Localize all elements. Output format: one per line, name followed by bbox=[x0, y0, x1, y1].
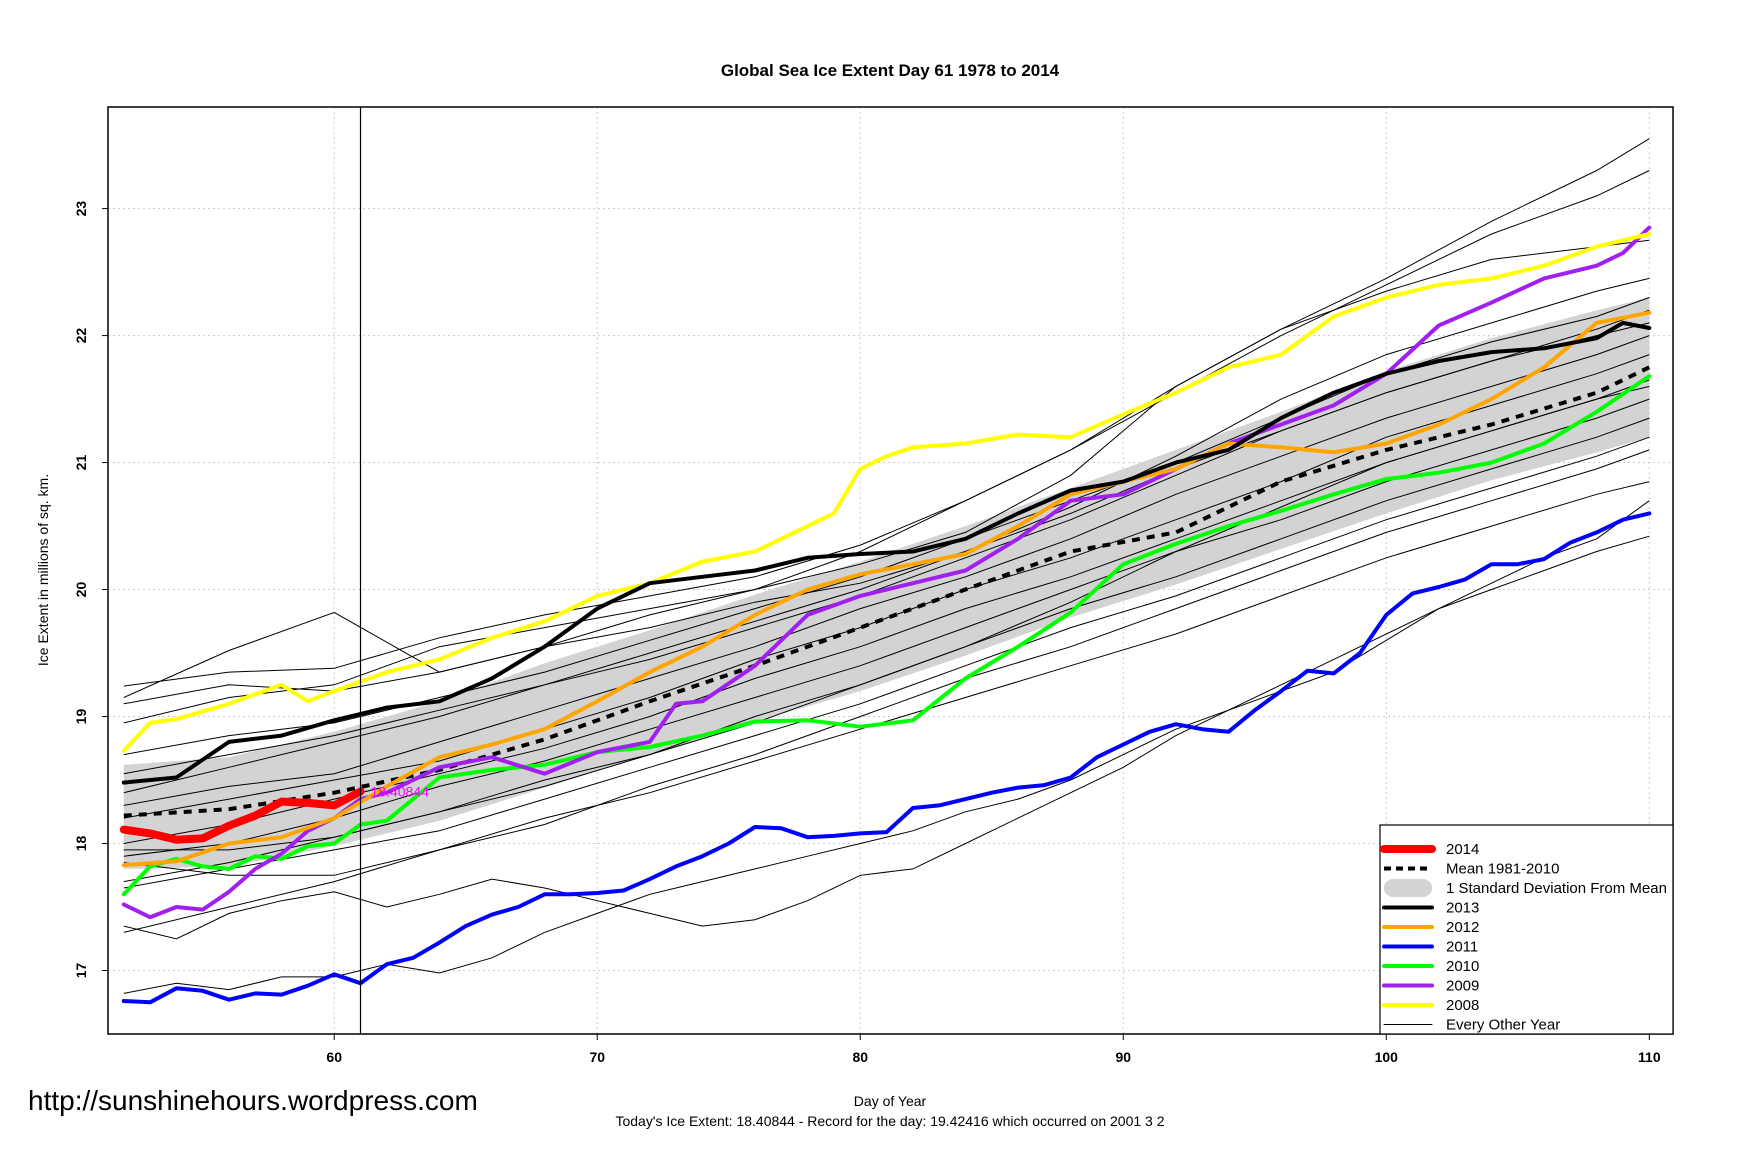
y-tick-label: 23 bbox=[73, 201, 89, 217]
other-year-line bbox=[123, 297, 1650, 756]
other-year-line bbox=[123, 481, 1650, 933]
other-year-line bbox=[123, 398, 1650, 857]
legend-entry-label: 2013 bbox=[1446, 900, 1479, 917]
legend-box bbox=[1379, 824, 1674, 1035]
series-line-2012 bbox=[121, 310, 1652, 868]
series-line-2013 bbox=[121, 320, 1652, 785]
legend-entry-label: Mean 1981-2010 bbox=[1446, 861, 1559, 878]
series-line-2008 bbox=[121, 232, 1652, 753]
legend-entry-label: 2011 bbox=[1446, 939, 1478, 956]
x-tick-label: 100 bbox=[1375, 1049, 1399, 1065]
y-tick-label: 18 bbox=[73, 836, 89, 852]
subtitle: Today's Ice Extent: 18.40844 - Record fo… bbox=[615, 1113, 1164, 1129]
y-axis-ticks: 17 18 19 20 21 22 23 bbox=[73, 201, 108, 979]
x-tick-label: 90 bbox=[1115, 1049, 1131, 1065]
x-tick-label: 60 bbox=[326, 1049, 342, 1065]
legend-entry-label: 2010 bbox=[1446, 958, 1479, 975]
x-tick-label: 70 bbox=[589, 1049, 605, 1065]
legend-entry-label: Every Other Year bbox=[1446, 1017, 1560, 1034]
other-year-line bbox=[123, 354, 1650, 819]
legend-entry-label: 2008 bbox=[1446, 997, 1479, 1014]
legend-entry-label: 2014 bbox=[1446, 841, 1479, 858]
y-tick-label: 17 bbox=[73, 963, 89, 979]
legend-entry-label: 2012 bbox=[1446, 919, 1479, 936]
watermark-url: http://sunshinehours.wordpress.com bbox=[28, 1085, 478, 1116]
other-year-line bbox=[123, 239, 1650, 724]
std-dev-band-area bbox=[123, 297, 1650, 869]
other-year-line bbox=[123, 436, 1650, 889]
other-year-line bbox=[123, 449, 1650, 876]
other-year-line bbox=[123, 535, 1650, 940]
series-line-2011 bbox=[121, 511, 1652, 1005]
y-axis-label: Ice Extent in millions of sq. km. bbox=[35, 474, 51, 666]
other-year-line bbox=[123, 309, 1650, 775]
series-line-2014 bbox=[119, 787, 365, 844]
x-axis-ticks: 60 70 80 90 100 110 bbox=[326, 1034, 1661, 1065]
legend: 2014 Mean 1981-2010 1 Standard Deviation F… bbox=[1379, 824, 1674, 1035]
other-year-line bbox=[123, 277, 1650, 705]
plot-frame bbox=[107, 106, 1674, 1035]
other-year-line bbox=[123, 385, 1650, 851]
highlighted-series bbox=[119, 225, 1652, 1005]
legend-swatch-band bbox=[1384, 879, 1432, 897]
y-tick-label: 19 bbox=[73, 709, 89, 725]
point-label: 18.40844 bbox=[371, 783, 430, 799]
legend-entry-label: 1 Standard Deviation From Mean bbox=[1446, 880, 1667, 897]
other-year-line bbox=[123, 335, 1650, 806]
other-year-line bbox=[123, 170, 1650, 698]
x-axis-label: Day of Year bbox=[854, 1093, 927, 1109]
chart-title: Global Sea Ice Extent Day 61 1978 to 201… bbox=[721, 61, 1060, 80]
legend-entry-label: 2009 bbox=[1446, 978, 1479, 995]
other-year-line bbox=[123, 500, 1650, 994]
other-year-line bbox=[123, 138, 1650, 687]
other-years-lines bbox=[123, 138, 1650, 994]
y-tick-label: 21 bbox=[73, 455, 89, 471]
x-tick-label: 80 bbox=[852, 1049, 868, 1065]
x-tick-label: 110 bbox=[1638, 1049, 1661, 1065]
y-tick-label: 20 bbox=[73, 582, 89, 598]
std-dev-band bbox=[123, 297, 1650, 869]
y-tick-label: 22 bbox=[73, 328, 89, 344]
